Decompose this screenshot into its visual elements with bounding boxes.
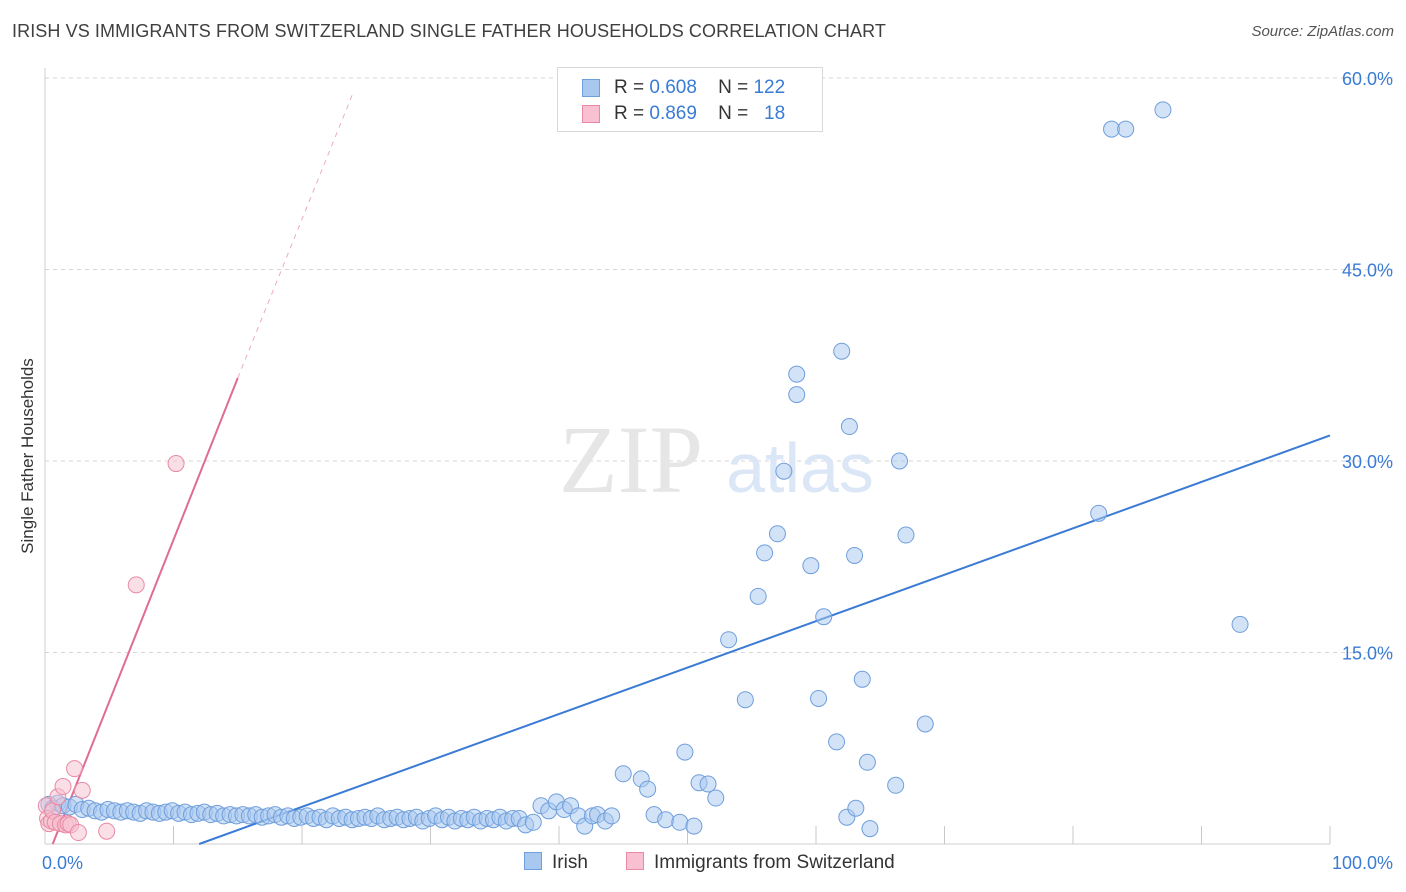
swiss-point bbox=[69, 824, 87, 842]
irish-point bbox=[858, 753, 876, 771]
legend-r-label: R = bbox=[614, 77, 645, 98]
irish-trend-line bbox=[198, 434, 1331, 845]
irish-point bbox=[828, 733, 846, 751]
irish-point bbox=[614, 765, 632, 783]
irish-swatch bbox=[582, 79, 600, 97]
irish-point bbox=[815, 608, 833, 626]
irish-point bbox=[847, 799, 865, 817]
legend-r-value: 0.869 bbox=[649, 103, 697, 124]
irish-point bbox=[1231, 615, 1249, 633]
y-tick-label: 15.0% bbox=[1342, 644, 1393, 664]
swiss-point bbox=[127, 576, 145, 594]
watermark-zip: ZIP bbox=[559, 406, 703, 513]
irish-point bbox=[756, 544, 774, 562]
legend-n-value: 122 bbox=[753, 77, 786, 98]
source-label: Source: ZipAtlas.com bbox=[1251, 23, 1394, 40]
tick-labels: 15.0% 30.0% 45.0% 60.0% 0.0% 100.0% bbox=[42, 69, 1393, 873]
irish-point bbox=[720, 631, 738, 649]
irish-point bbox=[788, 365, 806, 383]
irish-point bbox=[1103, 120, 1121, 138]
irish-point bbox=[657, 811, 675, 829]
irish-point bbox=[685, 817, 703, 835]
irish-point bbox=[1090, 504, 1108, 522]
irish-point bbox=[788, 386, 806, 404]
grid-lines bbox=[45, 77, 1393, 653]
trend-lines bbox=[51, 91, 1331, 845]
swiss-legend-label: Immigrants from Switzerland bbox=[654, 852, 895, 873]
irish-point bbox=[676, 743, 694, 761]
swiss-point bbox=[73, 781, 91, 799]
irish-point bbox=[802, 557, 820, 575]
y-tick-label: 45.0% bbox=[1342, 261, 1393, 281]
irish-point bbox=[699, 775, 717, 793]
irish-legend-swatch bbox=[524, 852, 542, 870]
irish-point bbox=[861, 820, 879, 838]
data-points bbox=[37, 101, 1249, 842]
bottom-legend-swiss: Immigrants from Switzerland bbox=[626, 852, 895, 874]
irish-point bbox=[639, 780, 657, 798]
swiss-point bbox=[98, 822, 116, 840]
correlation-legend: R = 0.608 N = 122 R = 0.869 N = 18 bbox=[557, 67, 823, 132]
legend-r-value: 0.608 bbox=[649, 77, 697, 98]
swiss-trend-extension bbox=[237, 91, 354, 379]
irish-point bbox=[1154, 101, 1172, 119]
irish-point bbox=[603, 807, 621, 825]
irish-point bbox=[1117, 120, 1135, 138]
legend-n-label: N = bbox=[718, 103, 749, 124]
y-tick-label: 30.0% bbox=[1342, 452, 1393, 472]
bottom-legend-irish: Irish bbox=[524, 852, 588, 874]
irish-point bbox=[768, 525, 786, 543]
legend-r-label: R = bbox=[614, 103, 645, 124]
irish-point bbox=[853, 670, 871, 688]
irish-point bbox=[891, 452, 909, 470]
irish-point bbox=[840, 418, 858, 436]
swiss-point bbox=[167, 455, 185, 473]
irish-point bbox=[887, 776, 905, 794]
irish-legend-label: Irish bbox=[552, 852, 588, 873]
legend-n-label: N = bbox=[718, 77, 749, 98]
irish-point bbox=[897, 526, 915, 544]
watermark-atlas: atlas bbox=[726, 429, 874, 507]
swiss-swatch bbox=[582, 105, 600, 123]
x-tick-label: 0.0% bbox=[42, 853, 83, 873]
swiss-legend-swatch bbox=[626, 852, 644, 870]
irish-point bbox=[810, 689, 828, 707]
x-tick-label: 100.0% bbox=[1332, 853, 1393, 873]
swiss-point bbox=[66, 760, 84, 778]
irish-point bbox=[736, 691, 754, 709]
irish-point bbox=[524, 813, 542, 831]
swiss-trend-line bbox=[51, 377, 239, 845]
legend-n-value: 18 bbox=[764, 103, 786, 124]
irish-point bbox=[833, 342, 851, 360]
irish-point bbox=[671, 813, 689, 831]
watermark: ZIP atlas bbox=[559, 406, 874, 513]
irish-point bbox=[707, 789, 725, 807]
chart-title: IRISH VS IMMIGRANTS FROM SWITZERLAND SIN… bbox=[12, 21, 886, 41]
swiss-point bbox=[54, 778, 72, 796]
irish-point bbox=[775, 462, 793, 480]
y-tick-label: 60.0% bbox=[1342, 69, 1393, 89]
irish-point bbox=[916, 715, 934, 733]
irish-point bbox=[749, 587, 767, 605]
irish-point bbox=[846, 546, 864, 564]
